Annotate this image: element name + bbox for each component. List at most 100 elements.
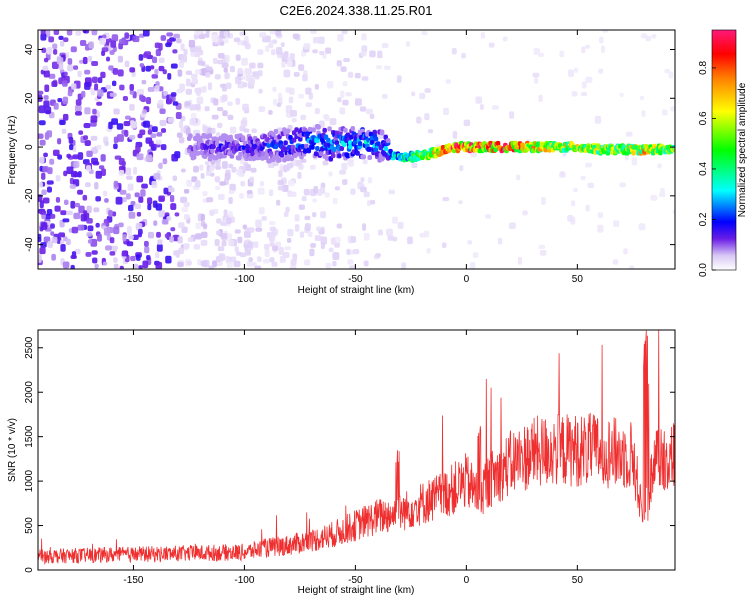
spectrogram-noise-cell (272, 86, 277, 92)
spectrogram-ridge-cell (207, 133, 213, 139)
spectrogram-noise-cell (612, 259, 619, 265)
spectrogram-noise-cell (167, 117, 175, 123)
spectrogram-noise-cell (445, 79, 451, 84)
spectrogram-noise-cell (152, 126, 158, 133)
spectrogram-noise-cell (124, 115, 131, 120)
spectrogram-ridge-cell (310, 144, 315, 150)
spectrogram-noise-cell (277, 179, 284, 186)
spectrogram-noise-cell (70, 200, 76, 209)
spectrogram-noise-cell (204, 106, 210, 112)
spectrogram-noise-cell (95, 170, 102, 179)
spectrogram-ridge-cell (313, 151, 319, 157)
spectrogram-ridge-cell (495, 140, 501, 146)
spectrogram-noise-cell (281, 53, 289, 59)
spectrogram-noise-cell (216, 230, 221, 236)
spectrogram-x-tick-label: -50 (348, 274, 363, 285)
spectrogram-noise-cell (126, 241, 134, 247)
spectrogram-noise-cell (385, 228, 393, 236)
spectrogram-noise-cell (488, 42, 495, 48)
spectrogram-noise-cell (160, 35, 167, 41)
spectrogram-noise-cell (470, 151, 477, 158)
spectrogram-noise-cell (243, 230, 251, 239)
spectrogram-noise-cell (52, 43, 58, 50)
spectrogram-noise-cell (298, 93, 305, 99)
spectrogram-noise-cell (148, 140, 154, 147)
spectrogram-noise-cell (534, 77, 539, 84)
spectrogram-noise-cell (411, 162, 418, 169)
spectrogram-noise-cell (102, 261, 108, 266)
spectrogram-noise-cell (361, 76, 369, 81)
spectrogram-noise-cell (207, 82, 213, 91)
spectrogram-noise-cell (121, 197, 127, 203)
spectrogram-noise-cell (332, 252, 340, 260)
spectrogram-noise-cell (42, 166, 49, 173)
spectrogram-noise-cell (133, 263, 139, 269)
spectrogram-ridge-cell (191, 154, 197, 160)
spectrogram-noise-cell (297, 171, 302, 179)
spectrogram-noise-cell (229, 183, 236, 192)
snr-y-tick-label: 1500 (24, 425, 35, 448)
spectrogram-noise-cell (631, 157, 638, 166)
spectrogram-noise-cell (132, 35, 140, 43)
spectrogram-noise-cell (73, 212, 81, 220)
spectrogram-noise-cell (388, 189, 396, 195)
spectrogram-noise-cell (587, 182, 595, 189)
spectrogram-noise-cell (169, 195, 175, 203)
spectrogram-noise-cell (305, 87, 312, 95)
spectrogram-noise-cell (158, 195, 165, 202)
snr-x-tick-label: -50 (348, 575, 363, 586)
spectrogram-noise-cell (334, 186, 340, 191)
spectrogram-noise-cell (264, 249, 270, 258)
spectrogram-ridge-cell (324, 155, 330, 161)
spectrogram-noise-cell (170, 227, 176, 232)
spectrogram-noise-cell (82, 194, 88, 201)
spectrogram-x-tick-label: -100 (234, 274, 254, 285)
spectrogram-noise-cell (227, 101, 233, 106)
spectrogram-noise-cell (288, 96, 294, 104)
spectrogram-noise-cell (246, 189, 253, 195)
spectrogram-ridge-cell (273, 128, 279, 134)
spectrogram-noise-cell (40, 242, 47, 248)
spectrogram-y-tick-label: 20 (24, 92, 35, 104)
spectrogram-noise-cell (46, 186, 52, 193)
spectrogram-noise-cell (88, 41, 95, 49)
spectrogram-noise-cell (108, 209, 113, 217)
spectrogram-noise-cell (340, 66, 347, 72)
spectrogram-noise-cell (119, 265, 124, 269)
spectrogram-noise-cell (178, 137, 185, 144)
spectrogram-noise-cell (264, 45, 270, 52)
spectrogram-noise-cell (657, 163, 662, 169)
spectrogram-noise-cell (271, 261, 278, 267)
spectrogram-noise-cell (226, 217, 232, 225)
spectrogram-noise-cell (571, 90, 578, 97)
spectrogram-noise-cell (243, 128, 250, 133)
spectrogram-noise-cell (277, 186, 285, 191)
spectrogram-noise-cell (516, 174, 521, 181)
spectrogram-x-tick-label: 0 (464, 274, 470, 285)
spectrogram-noise-cell (233, 260, 241, 268)
spectrogram-noise-cell (426, 248, 431, 254)
spectrogram-noise-cell (271, 231, 277, 238)
spectrogram-noise-cell (52, 149, 60, 157)
spectrogram-noise-cell (189, 118, 197, 126)
spectrogram-noise-cell (124, 129, 129, 137)
spectrogram-noise-cell (333, 236, 341, 243)
spectrogram-ridge-cell (536, 141, 541, 147)
spectrogram-noise-cell (142, 30, 150, 37)
spectrogram-ridge-cell (277, 157, 282, 163)
spectrogram-noise-cell (156, 244, 163, 252)
spectrogram-noise-cell (53, 30, 60, 36)
spectrogram-noise-cell (113, 226, 120, 235)
spectrogram-noise-cell (198, 33, 206, 40)
spectrogram-noise-cell (155, 261, 163, 269)
spectrogram-noise-cell (147, 129, 153, 135)
spectrogram-noise-cell (265, 35, 271, 42)
snr-x-ticks: -150 -100 -50 0 50 (123, 330, 583, 586)
spectrogram-noise-cell (127, 204, 134, 212)
spectrogram-noise-cell (246, 261, 253, 267)
spectrogram-noise-cell (154, 252, 160, 259)
spectrogram-noise-cell (86, 217, 93, 224)
spectrogram-noise-cell (40, 222, 48, 230)
spectrogram-ridge-cell (385, 138, 391, 144)
spectrogram-ridge-cell (210, 148, 215, 154)
